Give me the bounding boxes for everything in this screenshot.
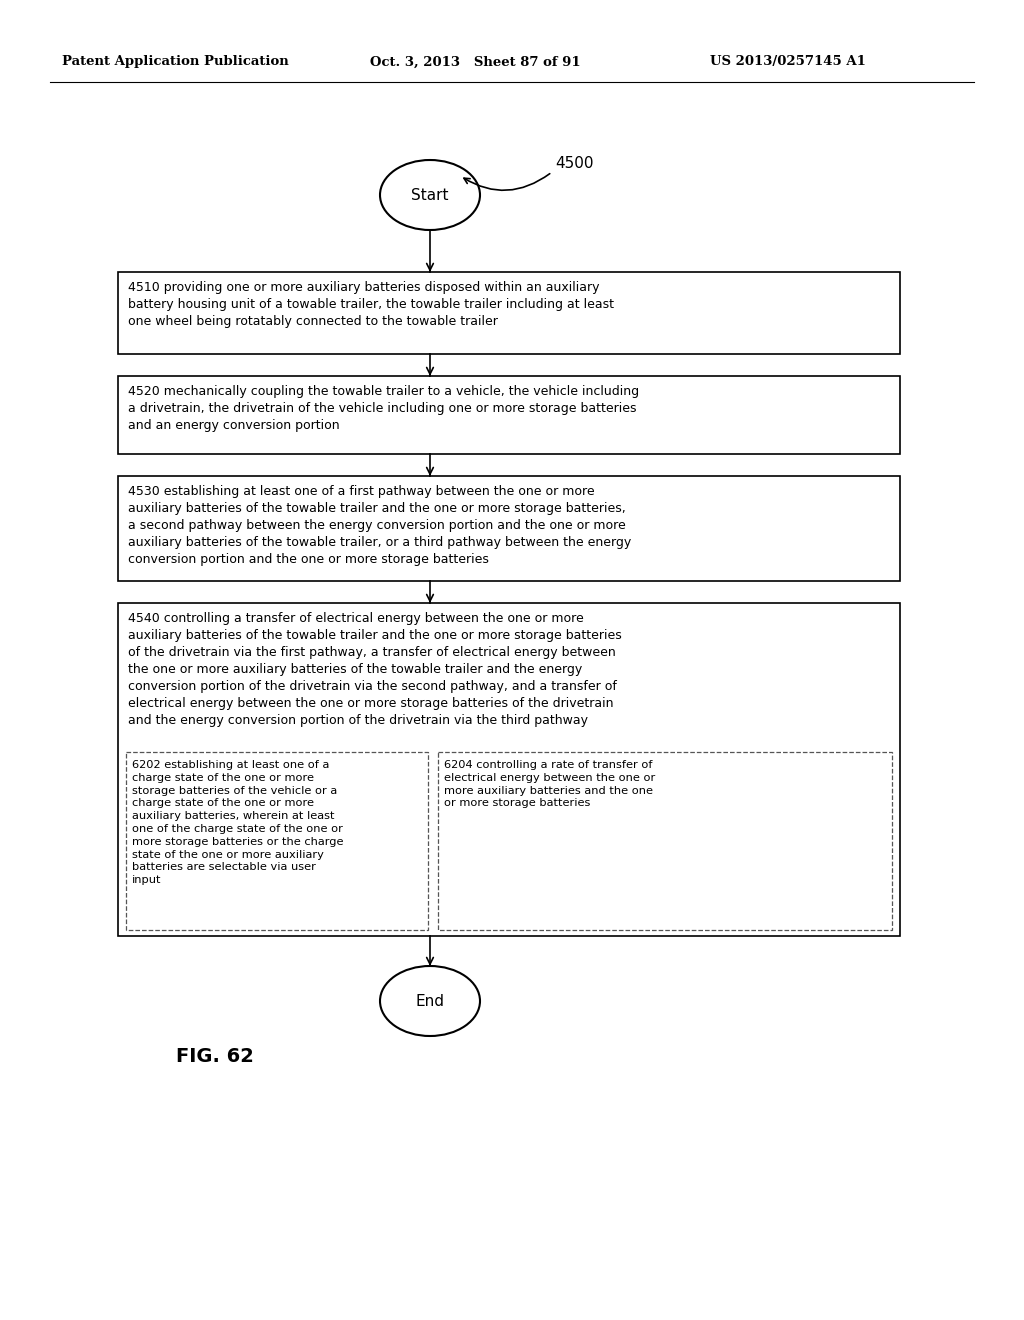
Text: FIG. 62: FIG. 62 — [176, 1047, 254, 1065]
Text: Oct. 3, 2013   Sheet 87 of 91: Oct. 3, 2013 Sheet 87 of 91 — [370, 55, 581, 69]
Text: 4520 mechanically coupling the towable trailer to a vehicle, the vehicle includi: 4520 mechanically coupling the towable t… — [128, 385, 639, 432]
Text: US 2013/0257145 A1: US 2013/0257145 A1 — [710, 55, 866, 69]
Text: 6204 controlling a rate of transfer of
electrical energy between the one or
more: 6204 controlling a rate of transfer of e… — [444, 760, 655, 808]
Text: 4510 providing one or more auxiliary batteries disposed within an auxiliary
batt: 4510 providing one or more auxiliary bat… — [128, 281, 614, 327]
Ellipse shape — [380, 160, 480, 230]
Bar — [126, 752, 428, 931]
Text: End: End — [416, 994, 444, 1008]
Text: Patent Application Publication: Patent Application Publication — [62, 55, 289, 69]
Bar — [118, 272, 900, 354]
Bar — [438, 752, 892, 931]
Text: Start: Start — [412, 187, 449, 202]
Ellipse shape — [380, 966, 480, 1036]
Text: 4500: 4500 — [555, 156, 594, 170]
Text: 6202 establishing at least one of a
charge state of the one or more
storage batt: 6202 establishing at least one of a char… — [132, 760, 343, 886]
Text: 4530 establishing at least one of a first pathway between the one or more
auxili: 4530 establishing at least one of a firs… — [128, 484, 631, 566]
Bar — [118, 603, 900, 936]
Bar — [118, 477, 900, 581]
Text: 4540 controlling a transfer of electrical energy between the one or more
auxilia: 4540 controlling a transfer of electrica… — [128, 612, 622, 727]
Bar — [118, 376, 900, 454]
